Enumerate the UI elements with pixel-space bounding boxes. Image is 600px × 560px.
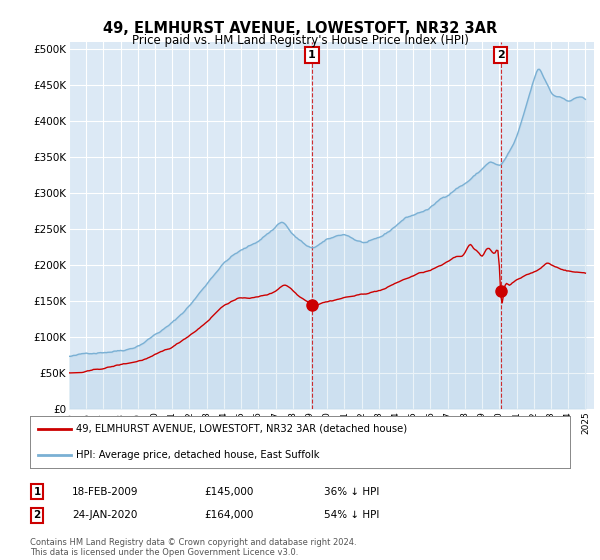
Text: Price paid vs. HM Land Registry's House Price Index (HPI): Price paid vs. HM Land Registry's House …	[131, 34, 469, 46]
Text: 24-JAN-2020: 24-JAN-2020	[72, 510, 137, 520]
Text: 54% ↓ HPI: 54% ↓ HPI	[324, 510, 379, 520]
Text: 49, ELMHURST AVENUE, LOWESTOFT, NR32 3AR (detached house): 49, ELMHURST AVENUE, LOWESTOFT, NR32 3AR…	[76, 424, 407, 434]
Text: 1: 1	[308, 50, 316, 60]
Text: 2: 2	[497, 50, 505, 60]
Text: 2: 2	[34, 510, 41, 520]
Text: 18-FEB-2009: 18-FEB-2009	[72, 487, 139, 497]
Text: HPI: Average price, detached house, East Suffolk: HPI: Average price, detached house, East…	[76, 450, 319, 460]
Text: £145,000: £145,000	[204, 487, 253, 497]
Text: Contains HM Land Registry data © Crown copyright and database right 2024.
This d: Contains HM Land Registry data © Crown c…	[30, 538, 356, 557]
Text: £164,000: £164,000	[204, 510, 253, 520]
Text: 49, ELMHURST AVENUE, LOWESTOFT, NR32 3AR: 49, ELMHURST AVENUE, LOWESTOFT, NR32 3AR	[103, 21, 497, 36]
Text: 1: 1	[34, 487, 41, 497]
Text: 36% ↓ HPI: 36% ↓ HPI	[324, 487, 379, 497]
